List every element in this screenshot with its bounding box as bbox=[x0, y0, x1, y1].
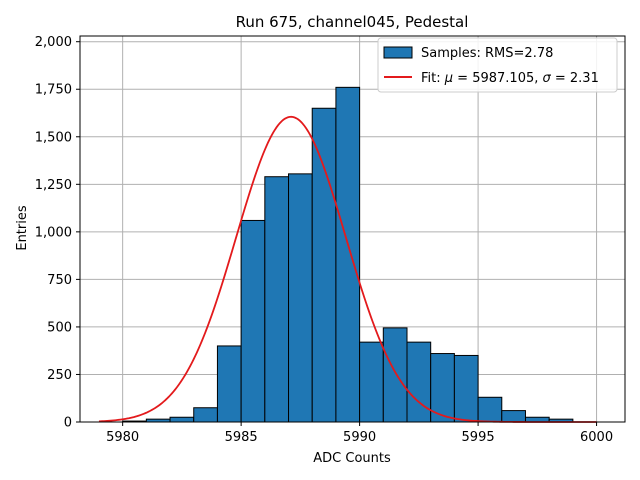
legend-box bbox=[377, 37, 618, 93]
y-tick-label: 1,250 bbox=[35, 178, 72, 193]
y-tick-label: 1,500 bbox=[35, 130, 72, 145]
legend-fit-mu-value: = 5987.105, bbox=[453, 71, 542, 86]
legend-fit-mu-symbol: μ bbox=[444, 71, 453, 86]
y-tick-label: 1,750 bbox=[35, 83, 72, 98]
legend-fit-prefix: Fit: bbox=[421, 71, 445, 86]
histogram-bar bbox=[335, 86, 361, 423]
histogram-bar bbox=[240, 219, 266, 423]
legend-fit-sigma-value: = 2.31 bbox=[551, 71, 599, 86]
histogram-bar bbox=[382, 327, 408, 423]
histogram-bar bbox=[216, 345, 242, 423]
axes-frame bbox=[79, 35, 626, 423]
x-tick-label: 5985 bbox=[225, 430, 258, 445]
y-tick-label: 1,000 bbox=[35, 225, 72, 240]
histogram-bar bbox=[453, 354, 479, 423]
histogram-bar bbox=[193, 407, 218, 423]
legend: Samples: RMS=2.78 Fit: μ = 5987.105, σ =… bbox=[377, 37, 618, 93]
chart-title: Run 675, channel045, Pedestal bbox=[236, 13, 469, 31]
x-tick-label: 5980 bbox=[106, 430, 139, 445]
x-tick-label: 5995 bbox=[462, 430, 495, 445]
legend-histogram-label: Samples: RMS=2.78 bbox=[421, 46, 553, 61]
y-tick-label: 250 bbox=[47, 368, 72, 383]
x-tick-label: 6000 bbox=[580, 430, 613, 445]
x-tick-label: 5990 bbox=[343, 430, 376, 445]
legend-fit-sigma-symbol: σ bbox=[543, 71, 552, 86]
y-tick-label: 2,000 bbox=[35, 35, 72, 50]
legend-fit-label: Fit: μ = 5987.105, σ = 2.31 bbox=[421, 71, 599, 86]
y-tick-label: 0 bbox=[64, 416, 72, 431]
histogram-bar bbox=[359, 341, 384, 423]
x-axis-label: ADC Counts bbox=[313, 451, 391, 466]
histogram-bar bbox=[406, 341, 432, 423]
axis-ticks: 5980 5985 5990 5995 6000 0 250 500 750 1,000 1,250… bbox=[35, 35, 613, 445]
histogram-bar bbox=[501, 410, 526, 423]
histogram-bar bbox=[477, 396, 503, 423]
histogram-bar bbox=[288, 173, 313, 423]
y-tick-label: 500 bbox=[47, 320, 72, 335]
y-axis-label: Entries bbox=[15, 205, 30, 251]
histogram-bar bbox=[169, 416, 195, 423]
y-tick-label: 750 bbox=[47, 273, 72, 288]
histogram-bar bbox=[311, 107, 337, 423]
legend-histogram-swatch bbox=[383, 46, 413, 59]
histogram-bar bbox=[264, 176, 290, 423]
